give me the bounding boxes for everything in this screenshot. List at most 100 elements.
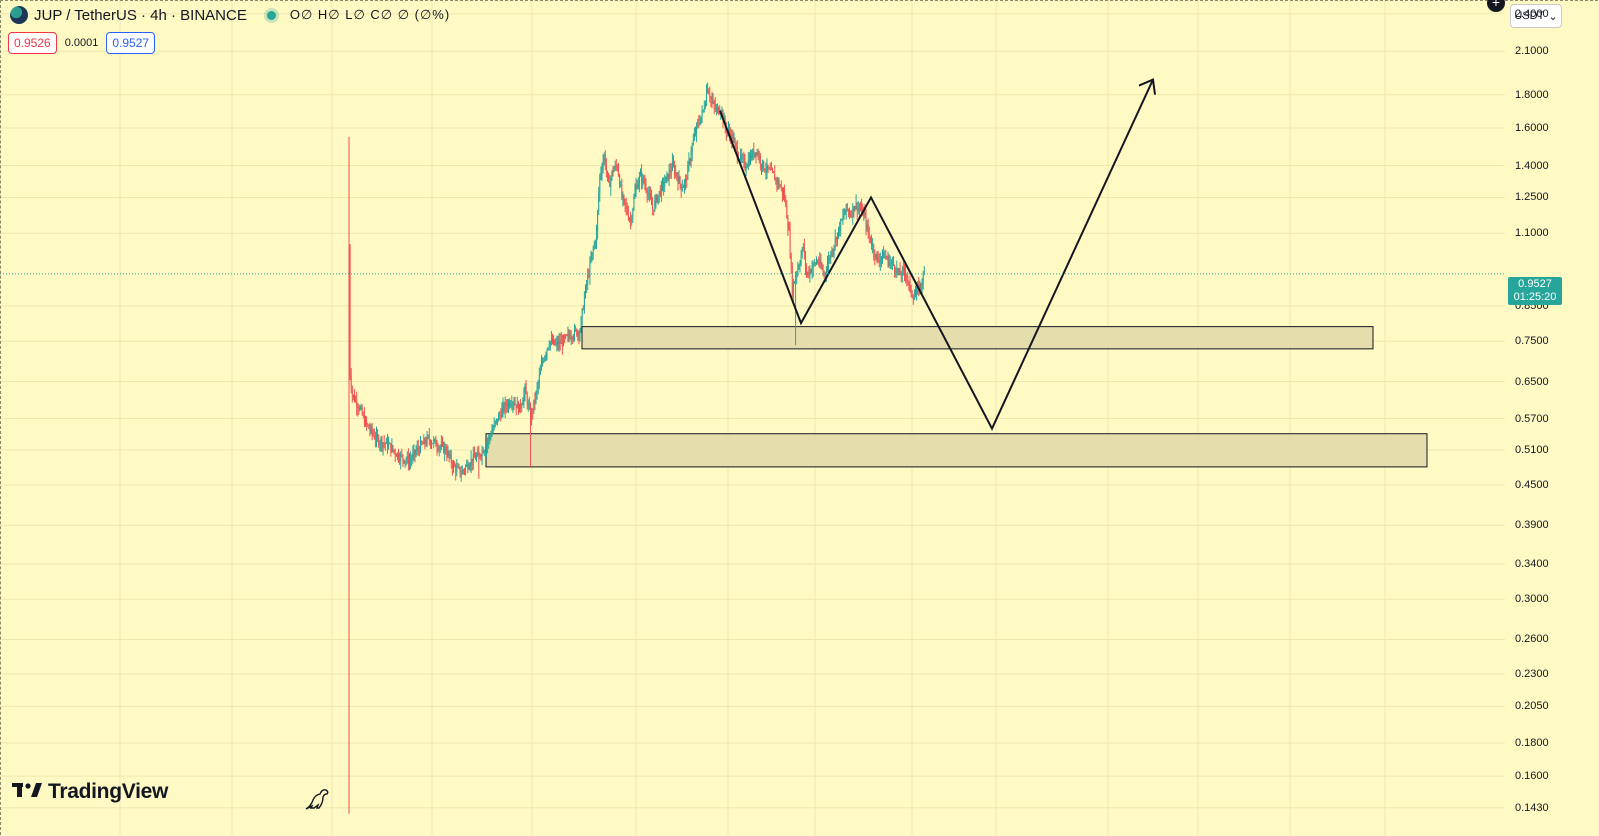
candle-body bbox=[880, 256, 882, 260]
candle-body bbox=[616, 166, 618, 169]
logo-text: TradingView bbox=[48, 780, 169, 803]
candle-body bbox=[911, 293, 913, 297]
candle-body bbox=[673, 161, 674, 166]
candle-body bbox=[478, 451, 480, 454]
candle-body bbox=[497, 418, 498, 422]
candle-body bbox=[565, 335, 567, 338]
candle-body bbox=[890, 262, 892, 264]
candle-body bbox=[597, 210, 599, 232]
candle-body bbox=[538, 374, 540, 383]
candle-body bbox=[516, 402, 518, 409]
tradingview-logo[interactable]: TradingView bbox=[12, 780, 168, 804]
candle-body bbox=[852, 206, 854, 217]
add-icon[interactable]: + bbox=[1487, 0, 1505, 12]
candle-body bbox=[598, 193, 600, 211]
candle-body bbox=[405, 459, 407, 461]
candle-body bbox=[407, 455, 409, 465]
candle-body bbox=[508, 402, 509, 408]
buy-price-button[interactable]: 0.9527 bbox=[106, 32, 156, 54]
candle-body bbox=[905, 272, 907, 276]
candle-body bbox=[465, 466, 467, 471]
candle-body bbox=[642, 176, 644, 182]
candle-body bbox=[498, 414, 500, 422]
candle-body bbox=[494, 421, 496, 424]
candle-body bbox=[658, 191, 660, 196]
candle-body bbox=[757, 152, 759, 158]
candle-body bbox=[557, 341, 559, 346]
candle-body bbox=[677, 177, 679, 184]
candle-body bbox=[611, 171, 613, 179]
candle-body bbox=[502, 404, 504, 409]
candle-body bbox=[682, 186, 684, 188]
dino-icon[interactable] bbox=[303, 786, 331, 812]
ohlc-values: O∅ H∅ L∅ C∅ ∅ (∅%) bbox=[289, 7, 451, 22]
support-zones[interactable] bbox=[485, 326, 1428, 468]
candle-body bbox=[821, 266, 823, 269]
candle-body bbox=[827, 264, 828, 272]
candle-body bbox=[591, 252, 593, 259]
candle-body bbox=[495, 418, 497, 422]
candle-body bbox=[818, 261, 820, 264]
candle-body bbox=[744, 159, 746, 169]
candle-body bbox=[856, 202, 858, 212]
candle-body bbox=[461, 470, 463, 475]
candle-body bbox=[891, 261, 893, 263]
market-status-icon[interactable] bbox=[266, 10, 276, 20]
price-axis-label: 0.5100 bbox=[1515, 443, 1549, 456]
candle-body bbox=[477, 451, 479, 456]
candle-body bbox=[491, 431, 493, 437]
candle-body bbox=[633, 198, 635, 210]
candle-body bbox=[752, 150, 754, 159]
candle-body bbox=[857, 207, 859, 212]
candle-body bbox=[741, 154, 743, 159]
candle-body bbox=[656, 195, 658, 202]
candle-body bbox=[719, 112, 721, 114]
candle-body bbox=[788, 228, 790, 230]
candle-body bbox=[526, 394, 528, 405]
sell-price-button[interactable]: 0.9526 bbox=[8, 32, 57, 54]
symbol-header[interactable]: JUP / TetherUS · 4h · BINANCE O∅ H∅ L∅ C… bbox=[10, 6, 450, 24]
projection-path[interactable] bbox=[719, 78, 1156, 431]
candle-body bbox=[781, 187, 783, 195]
candle-body bbox=[751, 154, 753, 159]
symbol-title[interactable]: JUP / TetherUS · 4h · BINANCE bbox=[34, 6, 247, 24]
candle-body bbox=[564, 336, 566, 338]
candle-body bbox=[838, 227, 839, 233]
price-axis-label: 0.5700 bbox=[1515, 412, 1549, 425]
candle-body bbox=[707, 90, 709, 93]
candle-body bbox=[742, 158, 744, 160]
candle-body bbox=[593, 243, 595, 249]
candle-body bbox=[715, 108, 717, 110]
candle-body bbox=[648, 193, 650, 195]
candle-body bbox=[734, 140, 736, 144]
candle-body bbox=[385, 439, 387, 444]
candle-body bbox=[435, 439, 437, 447]
candle-body bbox=[659, 191, 661, 196]
candle-body bbox=[515, 404, 517, 409]
candle-body bbox=[368, 425, 370, 429]
candle-body bbox=[592, 248, 594, 253]
candle-body bbox=[860, 208, 861, 211]
candle-body bbox=[853, 206, 855, 211]
candle-body bbox=[500, 415, 502, 418]
candle-body bbox=[649, 193, 651, 199]
candle-body bbox=[805, 252, 806, 267]
candle-body bbox=[574, 328, 575, 337]
candle-body bbox=[733, 140, 735, 143]
candle-body bbox=[780, 186, 782, 188]
candle-body bbox=[877, 257, 879, 261]
support-zone-2 bbox=[485, 433, 1428, 468]
currency-dropdown[interactable]: USDT ⌄ bbox=[1510, 4, 1562, 28]
candle-body bbox=[855, 202, 857, 207]
candle-body bbox=[814, 263, 816, 265]
candle-body bbox=[651, 198, 652, 205]
candle-body bbox=[358, 407, 360, 410]
candle-body bbox=[915, 293, 916, 298]
projection-arrowhead bbox=[1138, 78, 1156, 95]
candle-body bbox=[887, 257, 889, 260]
candle-body bbox=[666, 173, 668, 177]
candle-body bbox=[605, 166, 607, 171]
candle-body bbox=[568, 333, 570, 337]
candle-body bbox=[546, 349, 548, 355]
